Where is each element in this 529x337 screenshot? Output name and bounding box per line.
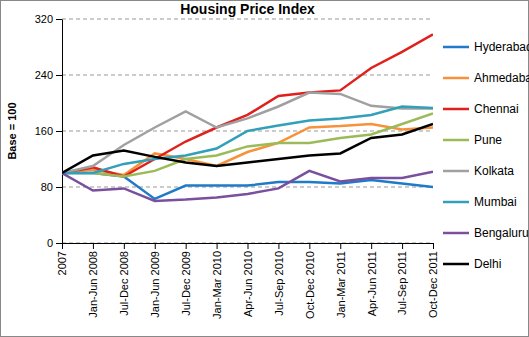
series-line (62, 93, 433, 174)
grid (62, 19, 433, 243)
legend-label: Pune (474, 133, 502, 147)
x-tick-label: Jan-Jun 2009 (149, 251, 161, 318)
x-tick: Oct-Dec 2010 (304, 243, 316, 319)
x-tick-line (62, 243, 63, 249)
legend-swatch (443, 139, 469, 142)
x-tick-label: Jul-Sep 2011 (396, 251, 408, 315)
y-tick-label: 0 (47, 237, 53, 249)
y-tick: 240 (35, 69, 62, 81)
y-axis-line (62, 20, 63, 244)
series-line (62, 34, 433, 176)
legend-swatch (443, 232, 469, 235)
legend-entry: Hyderabad (443, 40, 529, 54)
y-tick-label: 160 (35, 125, 53, 137)
x-tick-line (309, 243, 310, 249)
x-tick: Jan-Jun 2008 (87, 243, 99, 318)
x-tick: Jan-Mar 2011 (335, 243, 347, 318)
x-tick-line (124, 243, 125, 249)
x-tick-label: Jul-Dec 2009 (180, 251, 192, 316)
x-tick-line (186, 243, 187, 249)
legend-label: Ahmedabad (474, 71, 529, 85)
x-tick: Jul-Dec 2008 (118, 243, 130, 316)
legend-entry: Delhi (443, 257, 501, 271)
y-axis-title: Base = 100 (6, 102, 18, 159)
x-tick-label: Jan-Mar 2010 (211, 251, 223, 319)
x-tick-label: Jul-Sep 2010 (273, 251, 285, 316)
legend-entry: Pune (443, 133, 502, 147)
x-tick: Apr-Jun 2011 (366, 243, 378, 316)
x-tick: Jan-Mar 2010 (211, 243, 223, 319)
lines (62, 34, 433, 201)
legend-entry: Bengaluru (443, 226, 529, 240)
chart-border (1, 1, 529, 337)
y-tick: 0 (47, 237, 62, 249)
legend-label: Chennai (474, 102, 519, 116)
series-line (62, 107, 433, 174)
x-tick: Jul-Sep 2011 (396, 243, 408, 315)
x-tick-line (217, 243, 218, 249)
legend-swatch (443, 170, 469, 173)
y-tick: 320 (35, 13, 62, 25)
y-tick-line (56, 19, 62, 20)
y-tick-line (56, 131, 62, 132)
legend-entry: Ahmedabad (443, 71, 529, 85)
y-tick-line (56, 187, 62, 188)
x-tick-line (278, 243, 279, 249)
x-tick: Jul-Sep 2010 (273, 243, 285, 316)
x-tick: Jul-Dec 2009 (180, 243, 192, 316)
legend-label: Hyderabad (474, 40, 529, 54)
x-tick: 2007 (56, 243, 68, 275)
legend-swatch (443, 77, 469, 80)
x-tick-line (371, 243, 372, 249)
y-tick: 80 (41, 181, 62, 193)
x-tick-label: Jan-Mar 2011 (335, 251, 347, 318)
y-tick-line (56, 243, 62, 244)
x-tick: Apr-Jun 2010 (242, 243, 254, 317)
x-tick-label: Apr-Jun 2011 (366, 251, 378, 316)
y-tick-label: 80 (41, 181, 53, 193)
grid-line (62, 19, 433, 20)
x-tick-label: Oct-Dec 2011 (427, 251, 439, 318)
x-tick-line (155, 243, 156, 249)
x-tick-label: 2007 (56, 251, 68, 275)
legend: Hyderabad Ahmedabad Chennai Pune Kolkata Mumb… (443, 40, 529, 271)
legend-label: Kolkata (474, 164, 514, 178)
legend-entry: Chennai (443, 102, 519, 116)
y-axis: 0 80 160 240 320 (35, 13, 63, 249)
series-line (62, 114, 433, 177)
x-tick-label: Jul-Dec 2008 (118, 251, 130, 316)
legend-label: Delhi (474, 257, 501, 271)
x-tick-line (340, 243, 341, 249)
x-tick-line (248, 243, 249, 249)
chart: 0 80 160 240 320 2007 Jan-Jun 2008 Jul-Dec 2008… (0, 0, 529, 337)
legend-swatch (443, 108, 469, 111)
x-tick-label: Jan-Jun 2008 (87, 251, 99, 318)
legend-entry: Mumbai (443, 195, 517, 209)
y-tick: 160 (35, 125, 62, 137)
legend-swatch (443, 201, 469, 204)
legend-entry: Kolkata (443, 164, 514, 178)
x-tick-line (433, 243, 434, 249)
x-axis: 2007 Jan-Jun 2008 Jul-Dec 2008 Jan-Jun 2009… (56, 243, 439, 319)
title: Housing Price Index (180, 1, 315, 17)
series-line (62, 124, 433, 173)
legend-label: Mumbai (474, 195, 517, 209)
y-tick-label: 320 (35, 13, 53, 25)
y-tick-line (56, 75, 62, 76)
grid-line (62, 75, 433, 76)
x-tick: Oct-Dec 2011 (427, 243, 439, 318)
x-tick-label: Oct-Dec 2010 (304, 251, 316, 319)
x-tick-line (402, 243, 403, 249)
y-tick-label: 240 (35, 69, 53, 81)
x-tick: Jan-Jun 2009 (149, 243, 161, 318)
legend-swatch (443, 46, 469, 49)
legend-swatch (443, 263, 469, 266)
legend-label: Bengaluru (474, 226, 529, 240)
x-tick-label: Apr-Jun 2010 (242, 251, 254, 317)
plot: 0 80 160 240 320 2007 Jan-Jun 2008 Jul-Dec 2008… (35, 13, 440, 319)
x-tick-line (93, 243, 94, 249)
series-line (62, 171, 433, 201)
